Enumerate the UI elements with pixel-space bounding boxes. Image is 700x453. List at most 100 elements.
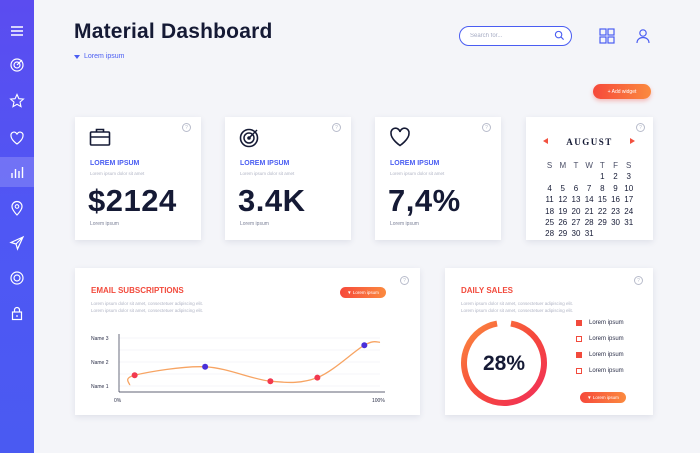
kpi-card-rate: ? LOREM IPSUM Lorem ipsum dolor sit amet… — [375, 117, 501, 240]
calendar-day[interactable]: 29 — [558, 229, 568, 239]
calendar-day[interactable]: 12 — [558, 195, 568, 205]
previous-month-icon[interactable] — [543, 138, 548, 144]
help-icon[interactable]: ? — [400, 276, 409, 285]
x-tick-label: 0% — [114, 398, 122, 404]
help-icon[interactable]: ? — [482, 123, 491, 132]
calendar-day[interactable]: 15 — [597, 195, 607, 205]
y-tick-label: Name 2 — [91, 360, 109, 366]
sidebar-item-heart[interactable] — [0, 123, 34, 153]
help-icon[interactable]: ? — [182, 123, 191, 132]
grid-icon[interactable] — [599, 28, 615, 44]
legend-item[interactable]: Lorem ipsum — [576, 352, 624, 358]
calendar-day[interactable]: 31 — [624, 217, 634, 227]
kpi-value: 7,4% — [388, 183, 461, 218]
help-icon[interactable]: ? — [332, 123, 341, 132]
search-box — [459, 26, 572, 46]
x-tick-label: 100% — [372, 398, 385, 404]
calendar-day[interactable]: 30 — [611, 217, 620, 227]
sidebar-item-location[interactable] — [0, 193, 34, 223]
calendar-day[interactable]: 28 — [584, 217, 594, 227]
subtitle-label: Lorem ipsum — [84, 53, 125, 60]
calendar-day[interactable]: 28 — [545, 229, 555, 239]
daily-sales-title: DAILY SALES — [461, 286, 514, 295]
calendar-day[interactable]: 27 — [571, 217, 581, 227]
calendar-empty-cell — [583, 172, 596, 182]
calendar-day[interactable]: 14 — [584, 195, 594, 205]
calendar-day[interactable]: 9 — [613, 183, 618, 193]
kpi-card-visitors: ? LOREM IPSUM Lorem ipsum dolor sit amet… — [225, 117, 351, 240]
calendar-day[interactable]: 2 — [613, 172, 618, 182]
legend-swatch — [576, 352, 582, 358]
calendar-day[interactable]: 24 — [624, 206, 634, 216]
send-icon — [9, 235, 25, 251]
sidebar — [0, 0, 34, 453]
calendar-day[interactable]: 30 — [571, 229, 581, 239]
daily-sales-description: Lorem ipsum dolor sit amet, consectetuer… — [461, 308, 574, 313]
sidebar-item-send[interactable] — [0, 228, 34, 258]
calendar-day[interactable]: 19 — [558, 206, 568, 216]
calendar-day[interactable]: 26 — [558, 217, 568, 227]
caret-down-icon — [74, 54, 80, 59]
sidebar-item-target[interactable] — [0, 50, 34, 80]
sidebar-item-star[interactable] — [0, 86, 34, 116]
calendar-day[interactable]: 20 — [571, 206, 581, 216]
calendar-day[interactable]: 5 — [560, 183, 565, 193]
kpi-card-revenue: ? LOREM IPSUM Lorem ipsum dolor sit amet… — [75, 117, 201, 240]
calendar-day[interactable]: 1 — [600, 172, 605, 182]
calendar-day[interactable]: 10 — [624, 183, 634, 193]
calendar-day[interactable]: 25 — [545, 217, 555, 227]
next-month-icon[interactable] — [630, 138, 635, 144]
help-icon[interactable]: ? — [634, 276, 643, 285]
calendar-grid: S M T W T F S 1 2 3 4 5 6 7 8 9 10 11 12 13 14 15 16 17 18 19 20 21… — [543, 161, 635, 239]
calendar-empty-cell — [622, 229, 635, 239]
email-filter-button[interactable]: ▼ Lorem ipsum — [340, 287, 386, 298]
data-point[interactable] — [267, 378, 274, 385]
user-icon[interactable] — [635, 28, 651, 44]
calendar-day[interactable]: 23 — [611, 206, 620, 216]
legend-item[interactable]: Lorem ipsum — [576, 336, 624, 342]
calendar-day[interactable]: 8 — [600, 183, 605, 193]
calendar-day[interactable]: 7 — [586, 183, 592, 193]
lock-icon — [11, 306, 23, 321]
calendar-card: ? AUGUST S M T W T F S 1 2 3 4 5 6 7 8 9 10 11 12 13 14 15 16 1… — [526, 117, 653, 240]
kpi-description: Lorem ipsum dolor sit amet — [240, 171, 295, 176]
calendar-day[interactable]: 22 — [597, 206, 607, 216]
calendar-day[interactable]: 17 — [624, 195, 634, 205]
star-icon — [9, 93, 25, 108]
menu-icon — [11, 26, 23, 36]
calendar-day[interactable]: 4 — [547, 183, 552, 193]
calendar-day[interactable]: 11 — [545, 195, 554, 205]
calendar-day[interactable]: 3 — [626, 172, 631, 182]
heart-icon — [10, 131, 24, 145]
subtitle-dropdown[interactable]: Lorem ipsum — [74, 53, 124, 60]
target-icon — [239, 128, 259, 148]
daily-sales-donut: 28% — [461, 320, 547, 406]
calendar-day[interactable]: 29 — [597, 217, 607, 227]
daily-sales-filter-button[interactable]: ▼ Lorem ipsum — [580, 392, 626, 403]
calendar-day[interactable]: 6 — [573, 183, 579, 193]
legend-item[interactable]: Lorem ipsum — [576, 320, 624, 326]
add-widget-button[interactable]: + Add widget — [593, 84, 651, 99]
email-line-chart: Name 1 Name 2 Name 3 0% 100% — [91, 334, 385, 404]
calendar-day[interactable]: 18 — [545, 206, 555, 216]
data-point[interactable] — [361, 342, 368, 349]
data-point[interactable] — [202, 363, 209, 370]
kpi-value: $2124 — [88, 183, 177, 218]
sidebar-item-charts[interactable] — [0, 157, 34, 187]
calendar-day[interactable]: 13 — [571, 195, 581, 205]
calendar-day[interactable]: 16 — [611, 195, 620, 205]
data-point[interactable] — [314, 374, 321, 381]
help-icon[interactable]: ? — [636, 123, 645, 132]
calendar-day[interactable]: 21 — [584, 206, 594, 216]
email-description: Lorem ipsum dolor sit amet, consectetuer… — [91, 301, 204, 306]
search-input[interactable] — [470, 30, 550, 42]
sidebar-item-lock[interactable] — [0, 298, 34, 328]
weekday-label: M — [559, 161, 567, 170]
legend-swatch — [576, 368, 582, 374]
search-icon[interactable] — [554, 30, 565, 41]
data-point[interactable] — [131, 372, 138, 379]
sidebar-item-record[interactable] — [0, 263, 34, 293]
legend-item[interactable]: Lorem ipsum — [576, 368, 624, 374]
sidebar-item-menu[interactable] — [0, 16, 34, 46]
calendar-day[interactable]: 31 — [584, 229, 594, 239]
